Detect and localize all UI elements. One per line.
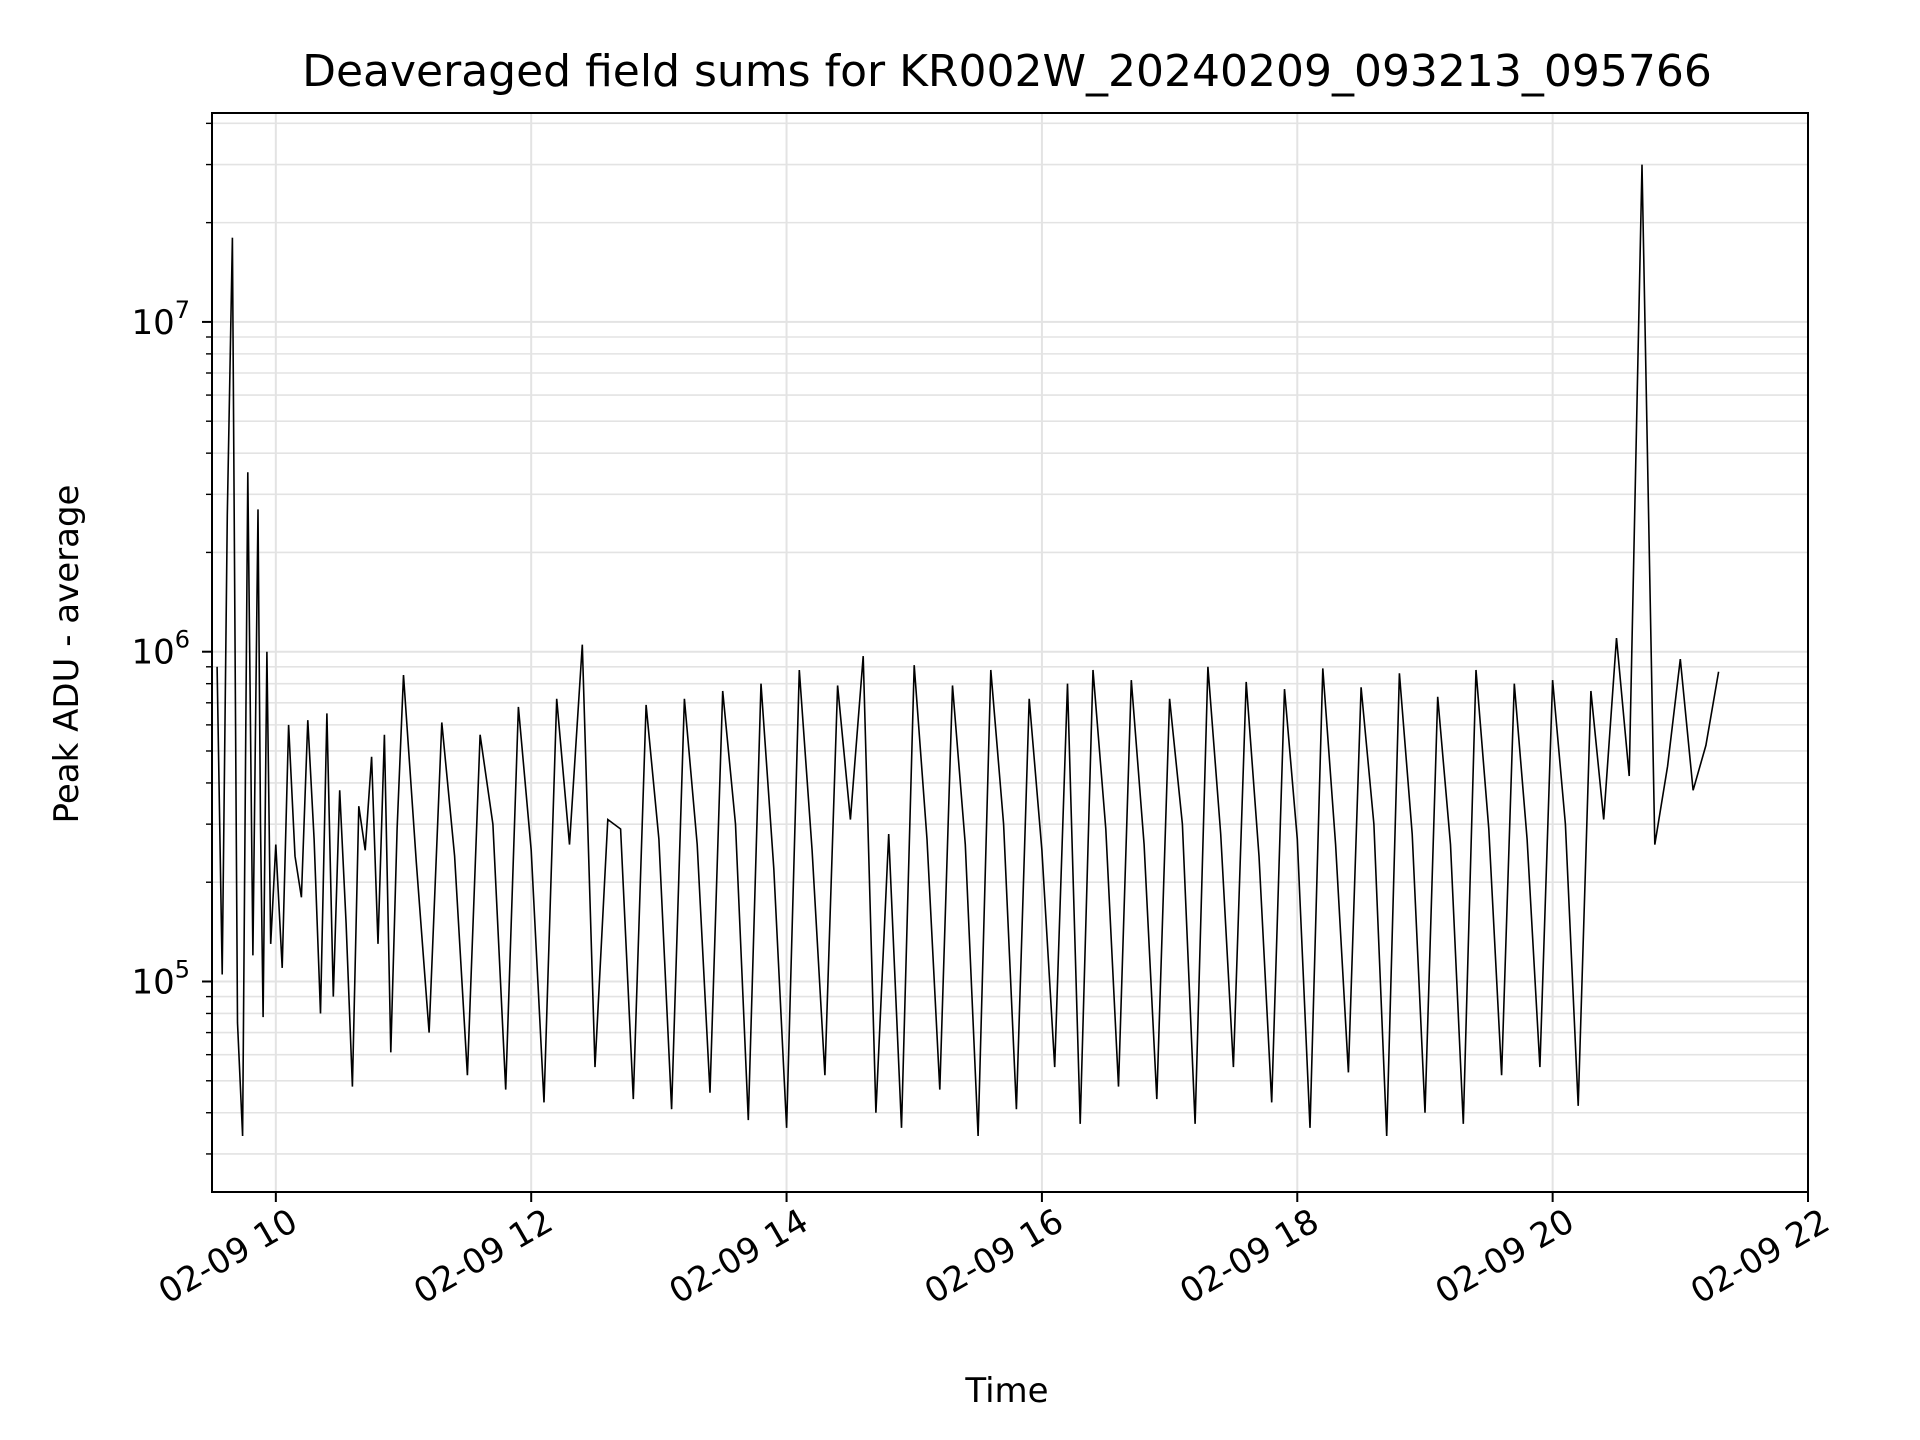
y-tick-label: 107 <box>131 296 190 343</box>
y-tick-exponent: 5 <box>175 956 190 984</box>
y-tick-label: 105 <box>131 956 190 1003</box>
y-tick-base: 10 <box>131 633 174 673</box>
data-layer <box>216 164 1720 1137</box>
y-tick-exponent: 6 <box>175 626 190 654</box>
chart-title: Deaveraged field sums for KR002W_2024020… <box>302 46 1712 97</box>
x-axis-label: Time <box>964 1371 1048 1411</box>
y-axis-label: Peak ADU - average <box>47 485 87 824</box>
y-tick-base: 10 <box>131 963 174 1003</box>
y-tick-label: 106 <box>131 626 190 673</box>
series-line <box>216 164 1720 1137</box>
y-tick-base: 10 <box>131 303 174 343</box>
y-tick-exponent: 7 <box>175 296 190 324</box>
